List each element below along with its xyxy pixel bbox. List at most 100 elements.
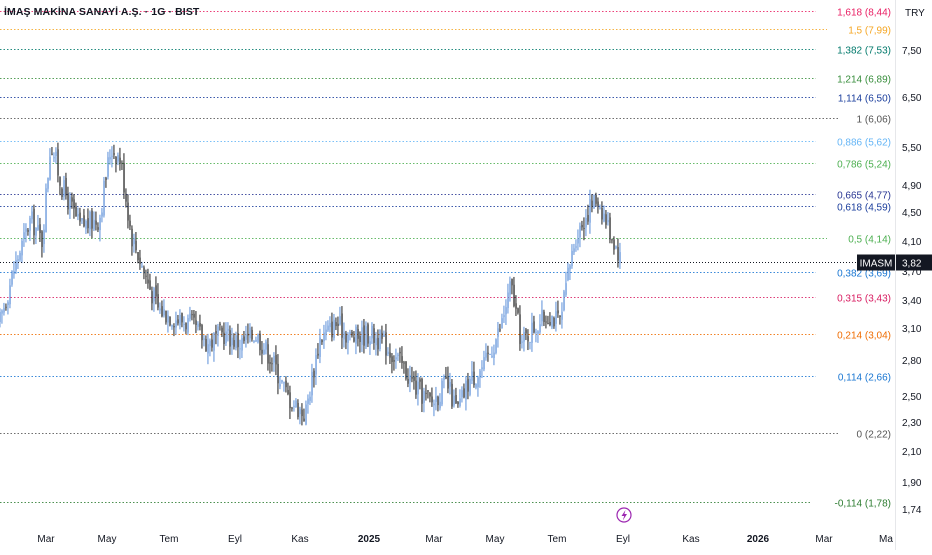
candle-body — [545, 321, 547, 323]
candle-body — [239, 348, 241, 350]
x-tick-label: 2026 — [747, 534, 770, 545]
fib-level-label: 0,886 (5,62) — [837, 138, 891, 149]
candle-body — [419, 379, 421, 382]
candle-body — [369, 341, 371, 346]
candle-body — [591, 200, 593, 208]
candle-body — [105, 177, 107, 180]
candle-body — [459, 398, 461, 406]
candle-body — [121, 162, 123, 164]
candle-body — [309, 396, 311, 401]
y-tick-label: 2,50 — [902, 392, 922, 403]
candle-body — [253, 341, 255, 343]
candle-body — [573, 248, 575, 253]
candle-body — [289, 392, 291, 409]
candle-body — [413, 376, 415, 381]
candle-body — [411, 376, 413, 379]
candle-body — [65, 177, 67, 196]
candle-body — [293, 405, 295, 407]
currency-label[interactable]: TRY — [905, 8, 925, 19]
candle-body — [211, 339, 213, 348]
fib-level-label: 1,114 (6,50) — [838, 94, 891, 105]
candle-body — [523, 332, 525, 342]
candle-body — [359, 336, 361, 343]
candle-body — [569, 265, 571, 270]
candle-body — [43, 229, 45, 245]
candle-body — [457, 401, 459, 405]
candle-body — [465, 380, 467, 400]
candle-body — [481, 367, 483, 370]
candle-body — [227, 328, 229, 331]
candle-body — [469, 379, 471, 395]
candle-body — [141, 266, 143, 268]
y-tick-label: 2,80 — [902, 356, 922, 367]
candle-body — [537, 331, 539, 334]
candle-body — [437, 396, 439, 406]
candle-body — [499, 329, 501, 331]
candle-body — [527, 336, 529, 342]
candle-body — [603, 213, 605, 222]
y-tick-label: 6,50 — [902, 93, 922, 104]
candle-body — [343, 332, 345, 340]
x-tick-label: Eyl — [616, 534, 630, 545]
candle-body — [191, 314, 193, 316]
candle-body — [225, 331, 227, 344]
candle-body — [467, 378, 469, 392]
candle-body — [161, 306, 163, 317]
candle-body — [183, 323, 185, 325]
candle-body — [559, 315, 561, 318]
candle-body — [199, 322, 201, 327]
candle-body — [325, 329, 327, 336]
lightning-icon[interactable] — [616, 507, 632, 523]
candle-body — [311, 371, 313, 396]
candle-body — [333, 319, 335, 339]
candle-body — [137, 252, 139, 261]
candle-body — [129, 220, 131, 227]
candle-body — [149, 280, 151, 290]
candle-body — [205, 338, 207, 352]
candle-body — [567, 267, 569, 281]
candle-body — [383, 334, 385, 337]
candle-body — [217, 326, 219, 336]
candle-body — [417, 381, 419, 395]
candle-body — [489, 353, 491, 355]
candle-body — [407, 378, 409, 384]
last-price-badge — [896, 254, 932, 271]
candle-body — [607, 220, 609, 223]
candle-body — [235, 335, 237, 349]
candle-body — [315, 355, 317, 375]
candle-body — [269, 362, 271, 364]
candle-body — [101, 212, 103, 217]
candle-body — [579, 225, 581, 238]
fib-level-label: 0,786 (5,24) — [837, 160, 891, 171]
candle-body — [153, 288, 155, 302]
candle-body — [57, 149, 59, 176]
last-price-label: 3,82 — [902, 259, 922, 270]
candle-body — [59, 176, 61, 186]
candle-body — [299, 408, 301, 415]
candle-body — [461, 390, 463, 398]
candle-body — [281, 380, 283, 382]
candle-body — [79, 212, 81, 222]
candle-body — [519, 314, 521, 344]
candle-body — [195, 320, 197, 325]
candle-body — [529, 341, 531, 343]
candle-body — [99, 217, 101, 231]
candle-body — [203, 338, 205, 340]
candle-body — [61, 188, 63, 197]
candle-body — [515, 303, 517, 309]
candle-body — [17, 259, 19, 261]
candle-body — [505, 307, 507, 315]
candle-body — [71, 197, 73, 202]
candle-body — [483, 357, 485, 370]
fib-level-label: 0,618 (4,59) — [837, 203, 891, 214]
candle-body — [87, 218, 89, 229]
y-tick-label: 5,50 — [902, 143, 922, 154]
candle-body — [159, 308, 161, 311]
candle-body — [19, 252, 21, 260]
candle-body — [565, 283, 567, 295]
candle-body — [53, 157, 55, 159]
candle-body — [513, 284, 515, 307]
candle-body — [27, 229, 29, 232]
